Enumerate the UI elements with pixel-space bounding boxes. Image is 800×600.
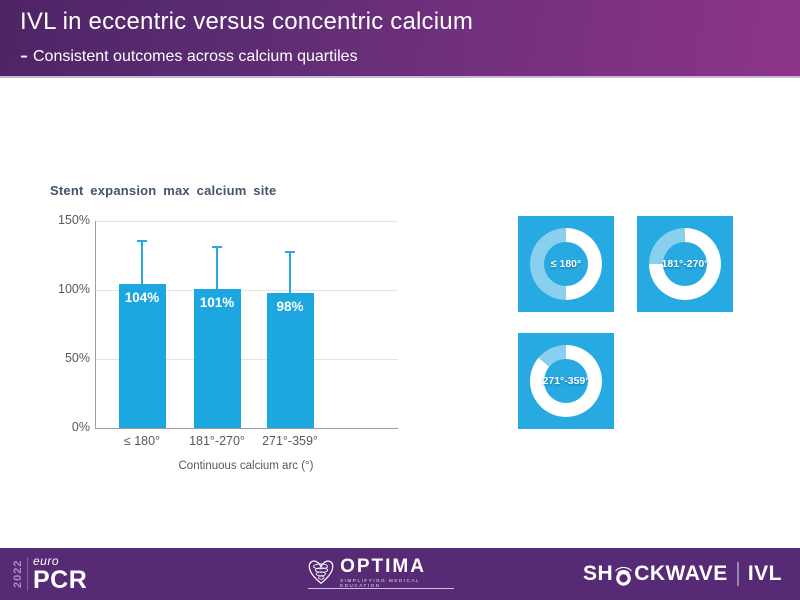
bar-chart: Stent expansion max calcium site 0% 50% 10… xyxy=(50,178,410,488)
error-bar xyxy=(141,240,143,285)
chart-plot: 0% 50% 100% 150% 104% ≤ 180° 101% 181°-270° 98% 2… xyxy=(58,213,398,448)
optima-logo: OPTIMA SIMPLIFYING MEDICAL EDUCATION xyxy=(306,555,456,595)
error-bar xyxy=(216,245,218,289)
bar: 101% xyxy=(193,288,241,428)
donut-ring xyxy=(530,345,602,417)
optima-tagline: SIMPLIFYING MEDICAL EDUCATION xyxy=(340,577,421,588)
subtitle-text: Consistent outcomes across calcium quart… xyxy=(33,48,358,65)
bar: 98% xyxy=(266,292,314,428)
bar-value-label: 98% xyxy=(276,298,304,314)
chart-title: Stent expansion max calcium site xyxy=(50,183,277,198)
x-category-label: ≤ 180° xyxy=(123,434,161,448)
error-bar-cap xyxy=(285,251,295,254)
donut-label: 181°-270° xyxy=(661,258,709,270)
donut-hole xyxy=(544,242,588,286)
header-banner: IVL in eccentric versus concentric calci… xyxy=(0,0,800,78)
logo-separator xyxy=(736,562,739,586)
error-bar-cap xyxy=(212,245,222,248)
shockwave-o-ripple-icon xyxy=(615,566,633,586)
europcr-logo: 2022 euro PCR xyxy=(12,554,87,594)
donut-label: ≤ 180° xyxy=(550,258,582,270)
donut-label: 271°-359° xyxy=(542,375,590,387)
shockwave-ivl-logo: SH CKWAVE IVL xyxy=(583,548,782,600)
x-category-label: 181°-270° xyxy=(189,434,245,448)
bar-value-label: 104% xyxy=(124,290,160,306)
error-bar-cap xyxy=(137,240,147,243)
gridline xyxy=(96,221,398,222)
x-axis-title: Continuous calcium arc (°) xyxy=(178,460,314,472)
donut-ring xyxy=(649,228,721,300)
gridline xyxy=(96,290,398,291)
subtitle-dash: - xyxy=(20,42,28,69)
europcr-euro-text: euro xyxy=(33,554,60,568)
shockwave-text-right: CKWAVE xyxy=(634,562,728,585)
optima-heart-icon xyxy=(308,560,334,585)
y-tick-label: 100% xyxy=(58,282,90,296)
optima-name: OPTIMA xyxy=(340,555,426,577)
donut-hole xyxy=(544,359,588,403)
shockwave-text-left: SH xyxy=(583,562,614,585)
slide-subtitle: - Consistent outcomes across calcium quar… xyxy=(20,42,358,70)
europcr-pcr-text: PCR xyxy=(33,566,88,594)
ivl-text: IVL xyxy=(747,562,782,585)
donut-card-3: 271°-359° xyxy=(518,333,614,429)
europcr-year: 2022 xyxy=(12,559,24,589)
x-category-label: 271°-359° xyxy=(262,434,318,448)
gridline xyxy=(96,359,398,360)
y-tick-label: 50% xyxy=(64,351,90,365)
bar: 104% xyxy=(118,284,166,428)
donut-card-1: ≤ 180° xyxy=(518,216,614,312)
donut-card-2: 181°-270° xyxy=(637,216,733,312)
y-tick-label: 0% xyxy=(71,420,90,434)
donut-hole xyxy=(663,242,707,286)
y-tick-label: 150% xyxy=(58,213,90,227)
error-bar xyxy=(289,251,291,293)
donut-ring xyxy=(530,228,602,300)
footer-bar: 2022 euro PCR OPTIMA SIMPLIFYING MEDICAL… xyxy=(0,548,800,600)
europcr-divider xyxy=(27,557,28,591)
bar-value-label: 101% xyxy=(199,294,235,310)
optima-underline xyxy=(308,588,454,589)
slide-title: IVL in eccentric versus concentric calci… xyxy=(20,8,474,35)
